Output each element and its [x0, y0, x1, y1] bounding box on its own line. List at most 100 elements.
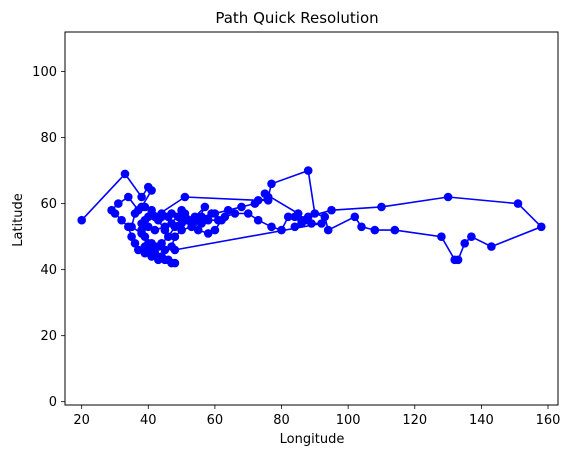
data-point [460, 239, 470, 248]
y-tick-label: 0 [49, 395, 57, 410]
data-point [164, 212, 173, 222]
x-tick-label: 120 [402, 413, 427, 428]
x-tick-label: 80 [273, 413, 290, 428]
data-point [253, 196, 263, 205]
data-point [187, 222, 196, 232]
data-point [164, 232, 173, 241]
x-tick-label: 40 [140, 413, 157, 428]
data-point [140, 215, 150, 225]
data-point [267, 179, 276, 189]
x-tick-label: 100 [336, 413, 361, 428]
data-point [120, 169, 130, 179]
data-point [170, 222, 180, 232]
data-point [310, 209, 320, 218]
data-point [307, 219, 316, 228]
data-point [107, 205, 116, 215]
data-point [370, 225, 380, 235]
data-point [197, 212, 206, 222]
data-point [237, 202, 246, 212]
data-point [147, 239, 156, 248]
data-point [267, 222, 276, 232]
data-point [150, 225, 160, 235]
data-point [140, 242, 150, 251]
data-point [140, 202, 150, 212]
series-markers [77, 166, 546, 268]
data-point [157, 252, 166, 261]
data-point [170, 258, 180, 268]
x-tick-label: 20 [73, 413, 90, 428]
data-point [150, 212, 160, 222]
y-axis: 0 20 40 60 80 100 [32, 65, 65, 410]
data-point [180, 192, 190, 202]
data-point [140, 232, 150, 241]
data-point [357, 222, 366, 232]
data-point [160, 245, 170, 255]
x-tick-label: 60 [207, 413, 224, 428]
data-point [160, 222, 170, 232]
data-point [467, 232, 476, 241]
y-tick-label: 20 [40, 329, 57, 344]
data-point [124, 192, 133, 202]
data-point [130, 239, 140, 248]
data-point [230, 209, 240, 218]
data-point [223, 205, 233, 215]
data-point [277, 225, 286, 235]
data-point [180, 215, 190, 225]
data-point [134, 245, 143, 255]
data-point [377, 202, 386, 212]
data-point [180, 209, 190, 218]
data-point [453, 255, 463, 265]
data-point [297, 219, 306, 228]
data-point [190, 215, 200, 225]
data-point [150, 248, 160, 258]
data-point [513, 199, 523, 208]
data-point [350, 212, 360, 222]
data-point [323, 225, 333, 235]
data-point [177, 225, 186, 235]
data-point [137, 225, 146, 235]
data-point [210, 209, 220, 218]
y-tick-label: 100 [32, 65, 57, 80]
data-point [157, 212, 166, 222]
y-tick-label: 60 [40, 197, 57, 212]
chart-title: Path Quick Resolution [215, 9, 378, 27]
data-point [203, 215, 213, 225]
data-point [317, 219, 326, 228]
data-point [290, 222, 300, 232]
data-point [147, 205, 156, 215]
data-point [197, 219, 206, 228]
y-tick-label: 40 [40, 263, 57, 278]
data-point [117, 215, 126, 225]
data-point [170, 232, 180, 241]
data-point [487, 242, 496, 251]
data-point [170, 245, 180, 255]
data-point [327, 205, 336, 215]
data-point [193, 225, 203, 235]
y-axis-label: Latitude [11, 193, 26, 247]
data-point [124, 222, 133, 232]
data-point [220, 212, 230, 222]
data-point [77, 215, 86, 225]
data-point [443, 192, 453, 202]
data-point [203, 229, 213, 238]
data-point [303, 166, 313, 175]
data-point [320, 212, 330, 222]
data-point [154, 242, 163, 251]
data-point [213, 215, 223, 225]
x-axis-label: Longitude [280, 432, 345, 447]
data-point [283, 212, 293, 222]
data-point [127, 232, 136, 241]
data-point [134, 205, 143, 215]
data-point [537, 222, 546, 232]
data-point [200, 202, 210, 212]
x-tick-label: 160 [536, 413, 561, 428]
data-point [260, 189, 270, 198]
data-point [263, 196, 273, 205]
data-point [164, 255, 173, 265]
data-point [210, 225, 220, 235]
y-tick-label: 80 [40, 131, 57, 146]
data-point [390, 225, 400, 235]
data-point [147, 186, 156, 195]
data-point [174, 212, 183, 222]
